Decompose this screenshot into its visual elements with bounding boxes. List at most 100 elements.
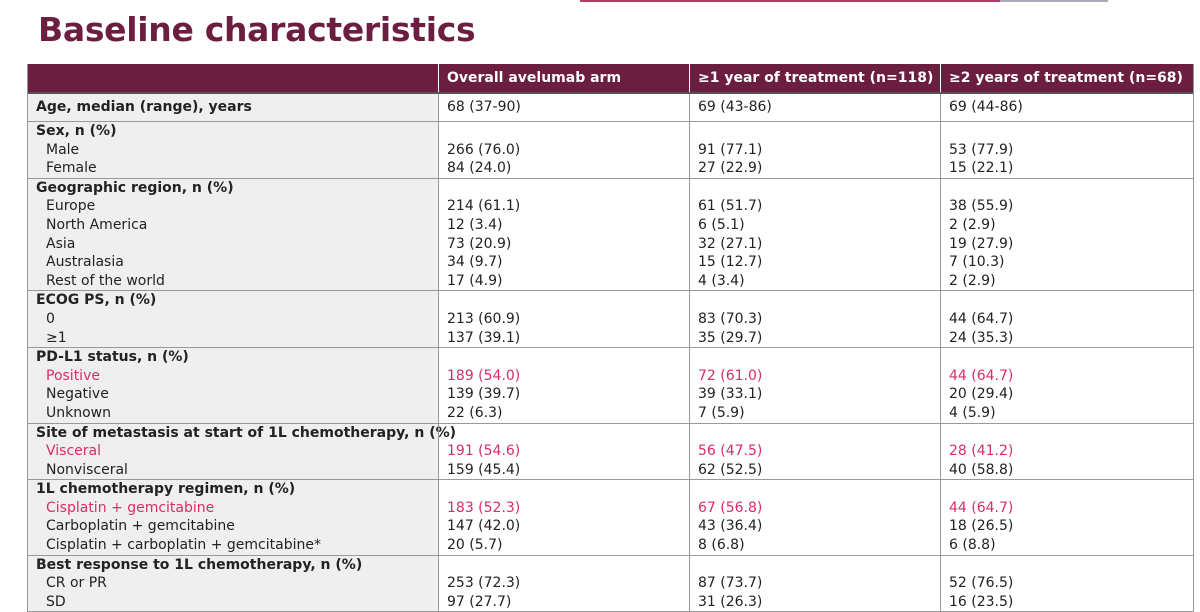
value: 139 (39.7) bbox=[447, 386, 521, 403]
value: 2 (2.9) bbox=[949, 272, 996, 289]
value: 69 (43-86) bbox=[698, 99, 772, 115]
value: 44 (64.7) bbox=[949, 499, 1014, 516]
row-label: Female bbox=[46, 160, 97, 177]
decor-line bbox=[580, 0, 1000, 2]
value-cell: 44 (64.7) 24 (35.3) bbox=[940, 291, 1191, 348]
group-label: Best response to 1L chemotherapy, n (%) bbox=[36, 556, 363, 573]
value: 38 (55.9) bbox=[949, 198, 1014, 215]
value: 213 (60.9) bbox=[447, 310, 521, 327]
value: 253 (72.3) bbox=[447, 575, 521, 592]
value-cell: 53 (77.9) 15 (22.1) bbox=[940, 122, 1191, 178]
spacer bbox=[447, 556, 689, 575]
value-cell: 67 (56.8) 43 (36.4) 8 (6.8) bbox=[689, 480, 940, 555]
header-cell bbox=[28, 64, 438, 92]
value: 32 (27.1) bbox=[698, 235, 763, 252]
value: 72 (61.0) bbox=[698, 367, 763, 384]
value: 2 (2.9) bbox=[949, 216, 996, 233]
value: 189 (54.0) bbox=[447, 367, 521, 384]
value-cell: 72 (61.0) 39 (33.1) 7 (5.9) bbox=[689, 348, 940, 423]
value: 52 (76.5) bbox=[949, 575, 1014, 592]
decor-line bbox=[1000, 0, 1108, 2]
spacer bbox=[698, 291, 940, 310]
value-cell: 28 (41.2) 40 (58.8) bbox=[940, 423, 1191, 480]
value-cell: 69 (44-86) bbox=[940, 94, 1191, 121]
header-cell: Overall avelumab arm (n=350) bbox=[438, 64, 689, 114]
value-cell: 253 (72.3) 97 (27.7) bbox=[438, 555, 689, 612]
group-row: Site of metastasis at start of 1L chemot… bbox=[28, 423, 1193, 481]
group-row: Geographic region, n (%) Europe North Amer… bbox=[28, 178, 1193, 292]
value: 62 (52.5) bbox=[698, 461, 763, 478]
group-row: Best response to 1L chemotherapy, n (%) C… bbox=[28, 555, 1193, 612]
row-label: Australasia bbox=[46, 254, 124, 271]
value-cell: 38 (55.9) 2 (2.9) 19 (27.9) 7 (10.3) 2 (2.9) bbox=[940, 178, 1191, 291]
value-cell: 191 (54.6) 159 (45.4) bbox=[438, 423, 689, 480]
value: 183 (52.3) bbox=[447, 499, 521, 516]
value: 61 (51.7) bbox=[698, 198, 763, 215]
row-label: Negative bbox=[46, 386, 109, 403]
spacer bbox=[698, 179, 940, 198]
value: 266 (76.0) bbox=[447, 141, 521, 158]
value-cell: 214 (61.1) 12 (3.4) 73 (20.9) 34 (9.7) 17 (4… bbox=[438, 178, 689, 291]
value: 15 (22.1) bbox=[949, 160, 1014, 177]
row-label: Positive bbox=[46, 367, 100, 384]
value: 159 (45.4) bbox=[447, 461, 521, 478]
group-label: Age, median (range), years bbox=[36, 99, 252, 115]
row-label: ≥1 bbox=[46, 329, 67, 346]
value-cell: 68 (37-90) bbox=[438, 94, 689, 121]
row-label: CR or PR bbox=[46, 575, 107, 592]
spacer bbox=[698, 556, 940, 575]
value-cell: 189 (54.0) 139 (39.7) 22 (6.3) bbox=[438, 348, 689, 423]
value-cell: 91 (77.1) 27 (22.9) bbox=[689, 122, 940, 178]
value: 73 (20.9) bbox=[447, 235, 512, 252]
value-cell: 266 (76.0) 84 (24.0) bbox=[438, 122, 689, 178]
spacer bbox=[949, 480, 1191, 499]
value: 27 (22.9) bbox=[698, 160, 763, 177]
value: 40 (58.8) bbox=[949, 461, 1014, 478]
value: 39 (33.1) bbox=[698, 386, 763, 403]
row-label: Cisplatin + carboplatin + gemcitabine* bbox=[46, 537, 321, 554]
value: 34 (9.7) bbox=[447, 254, 503, 271]
value: 24 (35.3) bbox=[949, 329, 1014, 346]
header-row: Overall avelumab arm (n=350) ≥1 year of t… bbox=[28, 64, 1193, 114]
spacer bbox=[447, 480, 689, 499]
value: 16 (23.5) bbox=[949, 593, 1014, 610]
spacer bbox=[447, 291, 689, 310]
row-label: Asia bbox=[46, 235, 76, 252]
value-cell: 61 (51.7) 6 (5.1) 32 (27.1) 15 (12.7) 4 (3.4… bbox=[689, 178, 940, 291]
row-label: Male bbox=[46, 141, 80, 158]
header-cell: ≥1 year of treatment (n=118) bbox=[689, 64, 940, 92]
value: 43 (36.4) bbox=[698, 518, 763, 535]
value: 4 (3.4) bbox=[698, 272, 745, 289]
value: 56 (47.5) bbox=[698, 443, 763, 460]
group-label: ECOG PS, n (%) bbox=[36, 292, 157, 309]
value: 15 (12.7) bbox=[698, 254, 763, 271]
label-cell: Sex, n (%) Male Female bbox=[28, 122, 438, 178]
value: 20 (5.7) bbox=[447, 537, 503, 554]
label-cell: Geographic region, n (%) Europe North Amer… bbox=[28, 178, 438, 291]
spacer bbox=[447, 122, 689, 141]
table: Overall avelumab arm (n=350) ≥1 year of t… bbox=[27, 64, 1194, 612]
value-cell: 213 (60.9) 137 (39.1) bbox=[438, 291, 689, 348]
value: 137 (39.1) bbox=[447, 329, 521, 346]
value: 7 (5.9) bbox=[698, 404, 745, 421]
value-cell: 87 (73.7) 31 (26.3) bbox=[689, 555, 940, 612]
spacer bbox=[949, 291, 1191, 310]
value-cell: 52 (76.5) 16 (23.5) bbox=[940, 555, 1191, 612]
label-cell: Age, median (range), years bbox=[28, 94, 438, 121]
value: 67 (56.8) bbox=[698, 499, 763, 516]
spacer bbox=[949, 348, 1191, 367]
row-label: Europe bbox=[46, 198, 96, 215]
group-label: PD-L1 status, n (%) bbox=[36, 349, 189, 366]
value: 6 (5.1) bbox=[698, 216, 745, 233]
value: 84 (24.0) bbox=[447, 160, 512, 177]
spacer bbox=[447, 179, 689, 198]
group-label: 1L chemotherapy regimen, n (%) bbox=[36, 481, 296, 498]
value: 68 (37-90) bbox=[447, 99, 521, 115]
value: 22 (6.3) bbox=[447, 404, 503, 421]
value: 35 (29.7) bbox=[698, 329, 763, 346]
row-label: 0 bbox=[46, 310, 55, 327]
value: 28 (41.2) bbox=[949, 443, 1014, 460]
row-label: SD bbox=[46, 593, 66, 610]
value: 83 (70.3) bbox=[698, 310, 763, 327]
